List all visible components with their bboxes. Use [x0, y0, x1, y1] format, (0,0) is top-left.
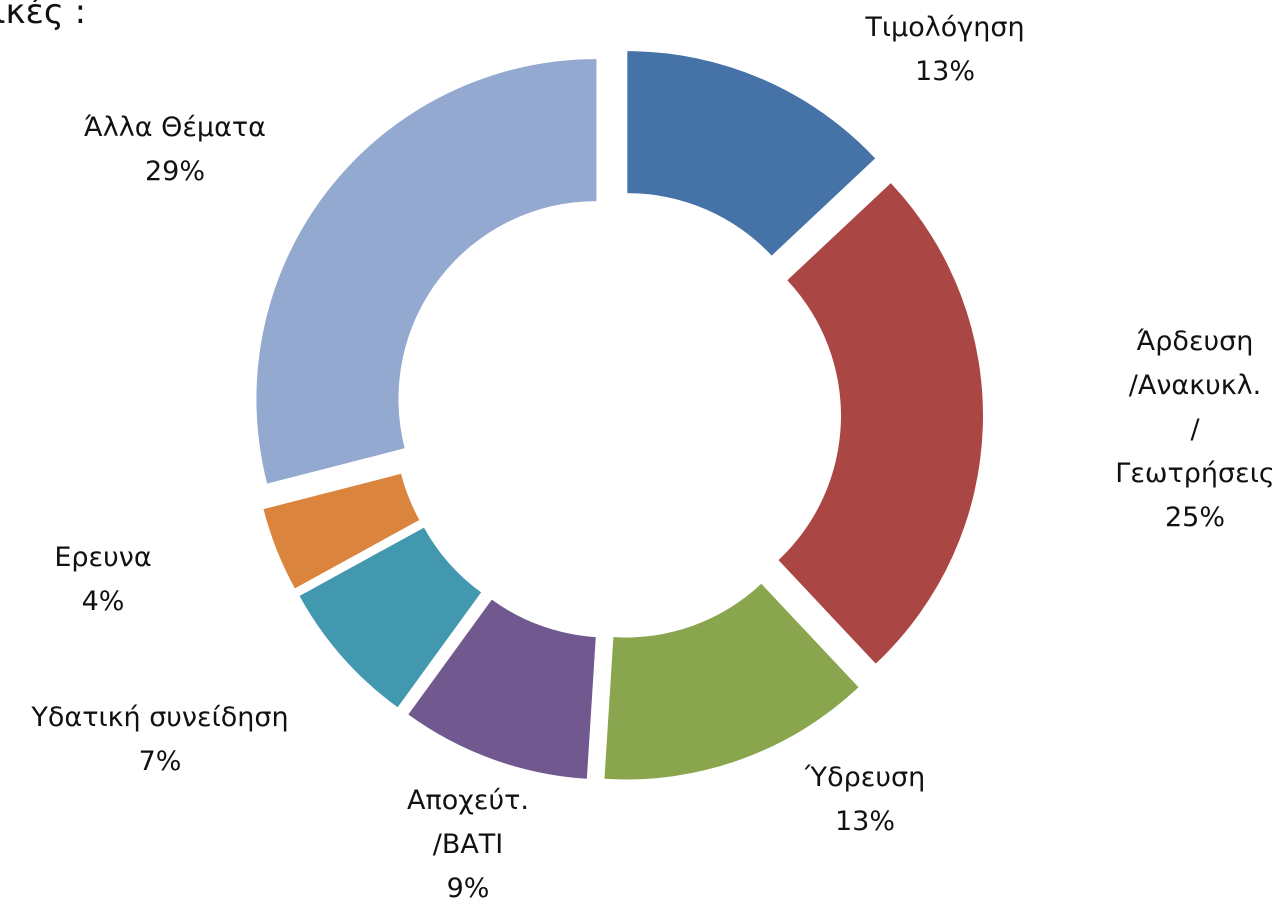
category-label: Τιμολόγηση	[865, 12, 1025, 43]
slice-label: Άλλα Θέματα 29%	[84, 106, 266, 194]
value-label: 13%	[834, 806, 895, 837]
category-label: Υδατική συνείδηση	[31, 702, 289, 733]
category-label: Άλλα Θέματα	[84, 112, 266, 143]
value-label: 4%	[81, 586, 125, 617]
slice-label: Τιμολόγηση 13%	[865, 6, 1024, 94]
donut-slice	[604, 583, 859, 780]
value-label: 25%	[1164, 502, 1225, 533]
value-label: 9%	[446, 873, 490, 904]
donut-slice	[263, 473, 420, 589]
slice-label: Ύδρευση 13%	[805, 756, 925, 844]
donut-slice	[299, 527, 482, 708]
slice-label: Αποχεύτ. /ΒΑΤΙ 9%	[407, 779, 529, 911]
value-label: 13%	[914, 56, 976, 87]
chart-title: ικές :	[0, 0, 87, 32]
category-label: Άρδευση /Ανακυκλ. /Γεωτρήσεις	[1115, 326, 1275, 489]
slice-label: Ερευνα 4%	[54, 536, 151, 624]
donut-slice	[256, 59, 597, 484]
category-label: Αποχεύτ. /ΒΑΤΙ	[407, 785, 529, 860]
value-label: 29%	[144, 156, 206, 187]
donut-slice	[627, 51, 876, 256]
category-label: Ύδρευση	[804, 762, 926, 793]
category-label: Ερευνα	[54, 542, 152, 573]
slice-label: Άρδευση /Ανακυκλ. /Γεωτρήσεις 25%	[1115, 320, 1274, 540]
donut-slice	[778, 183, 983, 664]
value-label: 7%	[138, 746, 182, 777]
donut-slice	[408, 599, 596, 779]
slice-label: Υδατική συνείδηση 7%	[31, 696, 288, 784]
